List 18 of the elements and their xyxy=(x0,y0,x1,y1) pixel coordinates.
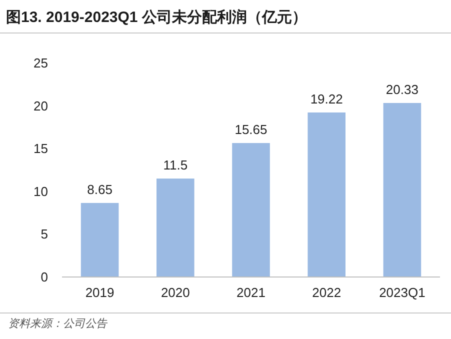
xtick: 2020 xyxy=(160,285,190,300)
ytick: 25 xyxy=(34,56,48,70)
ytick: 15 xyxy=(34,141,48,156)
data-label: 15.65 xyxy=(234,122,268,138)
data-label: 8.65 xyxy=(87,182,112,197)
ytick: 20 xyxy=(34,98,48,114)
xtick: 2023Q1 xyxy=(379,285,426,300)
annotation: 资料来源：公司公告 xyxy=(8,318,107,330)
data-label: 11.5 xyxy=(163,158,188,173)
data-label: 19.22 xyxy=(310,91,343,106)
data-label: 20.33 xyxy=(386,82,418,97)
xtick: 2021 xyxy=(236,285,266,300)
ytick: 10 xyxy=(34,184,48,199)
xtick: 2019 xyxy=(85,285,114,300)
ytick: 0 xyxy=(40,270,48,284)
title: 图13. 2019-2023Q1 公司未分配利润（亿元） xyxy=(6,9,307,26)
xtick: 2022 xyxy=(312,285,342,300)
ytick: 5 xyxy=(40,226,48,242)
